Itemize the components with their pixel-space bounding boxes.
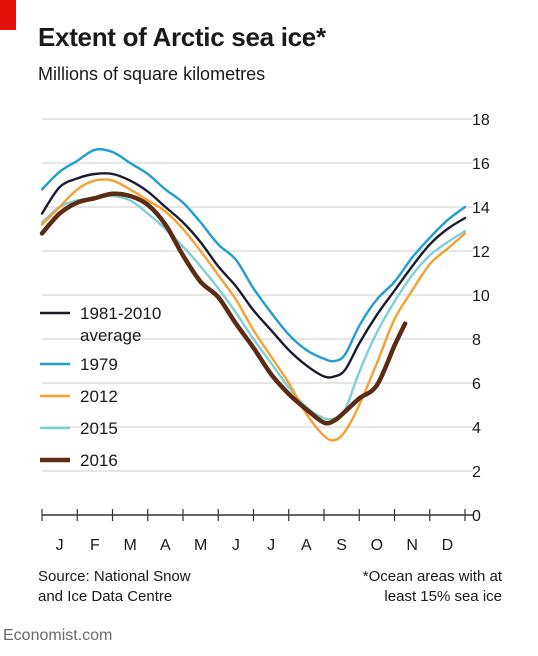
footnote-line-1: *Ocean areas with at [362, 568, 502, 585]
x-tick-label: O [371, 537, 383, 554]
source-note: Source: National Snow and Ice Data Centr… [38, 567, 191, 607]
x-tick-label: S [336, 537, 347, 554]
legend: 1981-2010 average 1979 2012 2015 2016 [40, 304, 161, 470]
series-line-1981-2010-average [40, 172, 467, 379]
x-tick-label: M [194, 537, 207, 554]
chart-title: Extent of Arctic sea ice* [38, 22, 326, 52]
footnote: *Ocean areas with at least 15% sea ice [363, 567, 502, 607]
y-tick-label: 16 [472, 156, 490, 173]
footnote-line-2: least 15% sea ice [384, 588, 502, 605]
series-layer [39, 148, 467, 442]
legend-label: 1981-2010 [80, 304, 161, 323]
y-tick-label: 4 [472, 420, 481, 437]
legend-label: 1979 [80, 355, 118, 374]
y-tick-label: 6 [472, 376, 481, 393]
y-tick-label: 2 [472, 464, 481, 481]
y-tick-label: 18 [472, 112, 490, 129]
brand-red-tag [0, 0, 16, 30]
legend-label: 2016 [80, 451, 118, 470]
y-tick-label: 0 [472, 508, 481, 525]
y-tick-label: 12 [472, 244, 490, 261]
legend-label: 2015 [80, 419, 118, 438]
x-tick-label: A [301, 537, 312, 554]
source-line-2: and Ice Data Centre [38, 588, 173, 605]
series-line-1979 [40, 148, 467, 363]
x-tick-label: J [267, 537, 275, 554]
x-tick-label: M [123, 537, 136, 554]
x-tick-label: J [232, 537, 240, 554]
x-tick-label: F [90, 537, 100, 554]
x-tick-label: A [160, 537, 171, 554]
y-tick-label: 8 [472, 332, 481, 349]
legend-label: 2012 [80, 387, 118, 406]
x-tick-label: D [442, 537, 454, 554]
series-line-2012 [40, 178, 467, 442]
economist-logo-text: Economist.com [3, 627, 113, 644]
legend-label: average [80, 326, 141, 345]
chart-subtitle: Millions of square kilometres [38, 64, 266, 84]
source-line-1: Source: National Snow [38, 568, 191, 585]
y-tick-label: 10 [472, 288, 490, 305]
x-tick-label: J [56, 537, 64, 554]
series-line-2016 [39, 191, 408, 426]
x-tick-label: N [406, 537, 418, 554]
y-tick-label: 14 [472, 200, 490, 217]
series-line-2015 [40, 194, 467, 421]
